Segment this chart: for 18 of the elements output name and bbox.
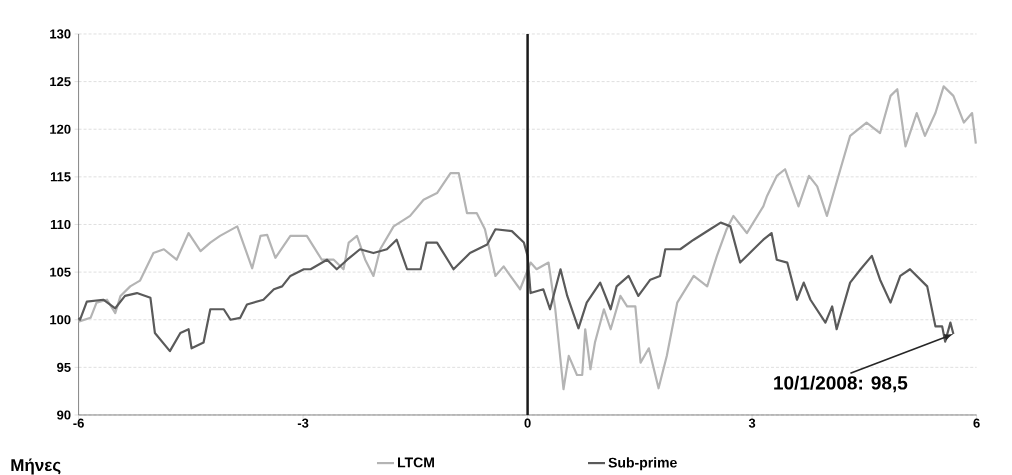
legend-label: LTCM: [398, 457, 434, 468]
y-tick-label: 110: [50, 219, 71, 230]
legend-label: Sub-prime: [608, 457, 677, 471]
y-tick-label: 115: [50, 172, 71, 182]
x-axis-title: Μήνες: [11, 458, 61, 475]
y-tick-label: 100: [50, 315, 71, 325]
x-tick-label: -6: [73, 418, 84, 428]
x-tick-label: 6: [973, 418, 980, 428]
y-tick-label: 120: [50, 124, 71, 134]
annotation: 10/1/2008: 98,5: [774, 375, 908, 393]
x-tick-label: 3: [748, 418, 756, 428]
x-tick-label: 0: [524, 418, 531, 428]
y-tick-label: 125: [50, 77, 71, 87]
y-tick-label: 95: [57, 362, 71, 372]
y-tick-label: 130: [50, 29, 71, 39]
y-tick-label: 105: [50, 267, 71, 277]
x-tick-label: -3: [297, 418, 309, 428]
y-tick-label: 90: [57, 410, 71, 420]
